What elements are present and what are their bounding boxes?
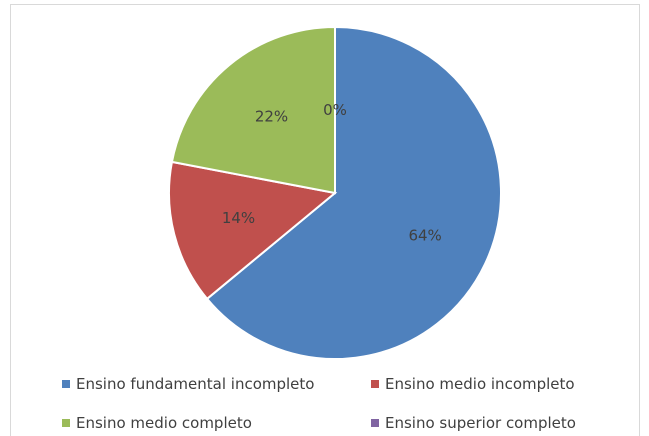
pie-slice-ensino-medio-completo [170,25,336,195]
legend-swatch-purple [371,419,379,427]
data-label-ensino-medio-completo: 22% [255,107,288,125]
legend-swatch-blue [62,380,70,388]
data-label-ensino-medio-incompleto: 14% [222,209,255,227]
pie-slice-ensino-medio-incompleto [168,160,338,301]
legend-label: Ensino fundamental incompleto [76,375,315,393]
legend-item-superior-completo: Ensino superior completo [371,414,576,432]
legend-item-fundamental-incompleto: Ensino fundamental incompleto [62,375,314,393]
legend-label: Ensino medio completo [76,414,252,432]
legend-item-medio-incompleto: Ensino medio incompleto [371,375,575,393]
legend-swatch-green [62,419,70,427]
legend-item-medio-completo: Ensino medio completo [62,414,252,432]
data-label-ensino-fundamental-incompleto: 64% [408,226,441,244]
legend-swatch-red [371,380,379,388]
legend-label: Ensino superior completo [385,414,576,432]
legend-label: Ensino medio incompleto [385,375,575,393]
data-label-ensino-superior-completo: 0% [323,101,347,119]
pie-slice-ensino-fundamental-incompleto [205,25,502,360]
